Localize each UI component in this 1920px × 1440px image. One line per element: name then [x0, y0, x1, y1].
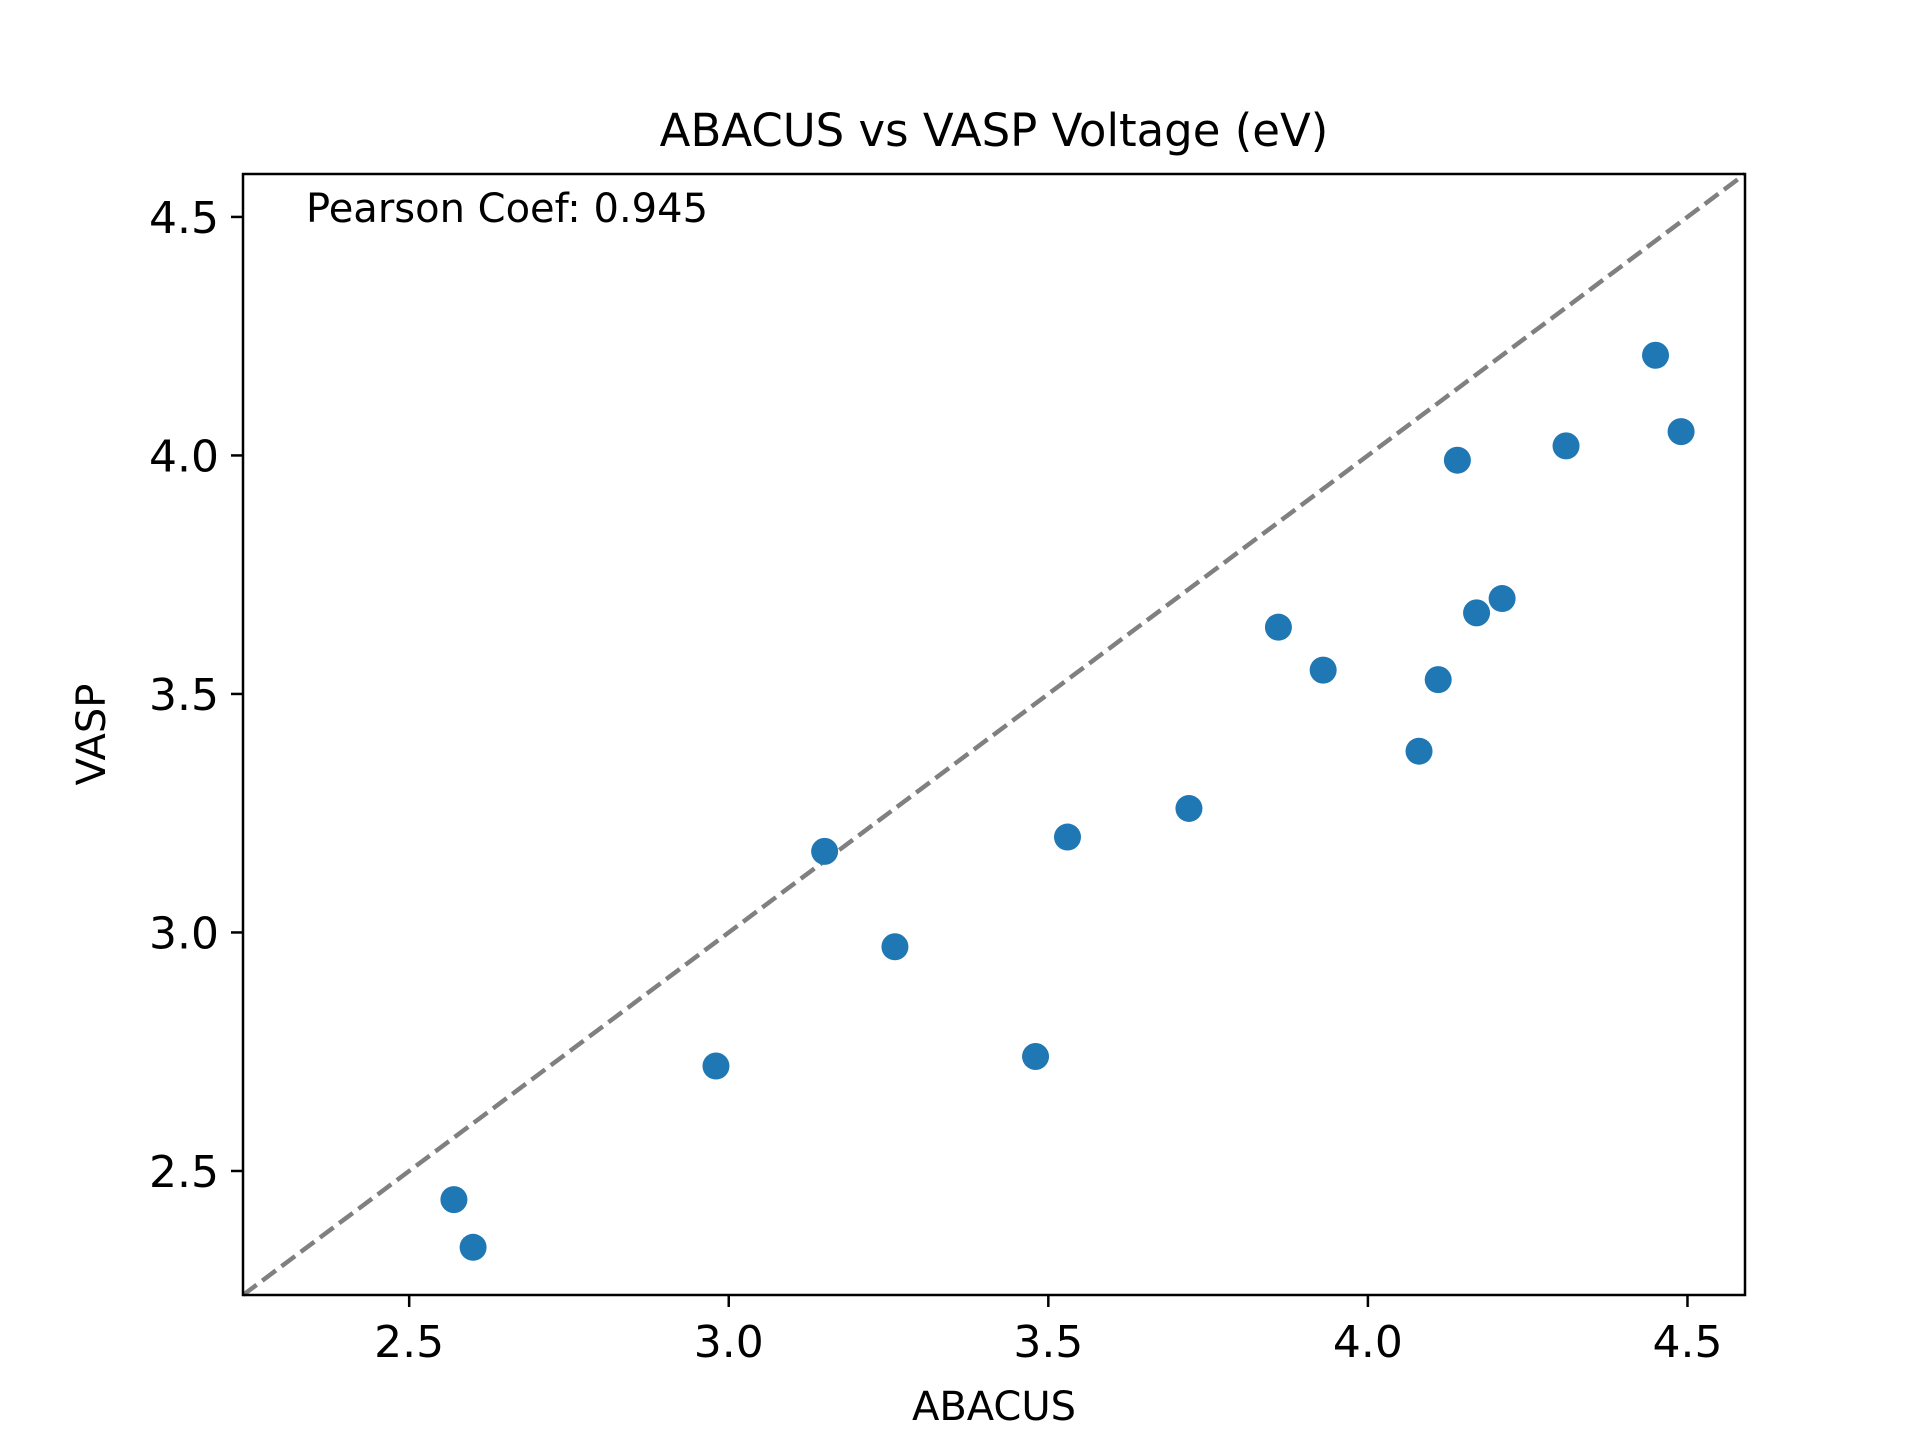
scatter-point [1054, 823, 1082, 851]
plot-frame [241, 172, 1747, 1297]
scatter-point [1264, 613, 1292, 641]
y-tick-label: 4.5 [149, 193, 219, 244]
scatter-point [459, 1233, 487, 1261]
scatter-point [1175, 794, 1203, 822]
scatter-point [881, 933, 909, 961]
x-tick-label: 3.5 [1013, 1317, 1083, 1368]
axis-ticks: 2.5 3.0 3.5 4.0 4.5 2.5 3.0 3.5 4.0 4.5 [149, 193, 1722, 1368]
pearson-annotation: Pearson Coef: 0.945 [306, 186, 708, 232]
scatter-point [1642, 341, 1670, 369]
y-axis-label: VASP [69, 684, 115, 786]
reference-line [241, 172, 1747, 1297]
scatter-point [1463, 599, 1491, 627]
x-tick-label: 3.0 [694, 1317, 764, 1368]
scatter-point [1424, 666, 1452, 694]
y-tick-label: 3.5 [149, 670, 219, 721]
scatter-point [702, 1052, 730, 1080]
y-tick-label: 4.0 [149, 431, 219, 482]
scatter-point [1667, 418, 1695, 446]
scatter-point [1022, 1042, 1050, 1070]
scatter-point [1443, 446, 1471, 474]
scatter-point [1405, 737, 1433, 765]
scatter-point [440, 1186, 468, 1214]
y-tick-label: 3.0 [149, 908, 219, 959]
scatter-point [1309, 656, 1337, 684]
scatter-point [811, 837, 839, 865]
chart-title: ABACUS vs VASP Voltage (eV) [660, 104, 1329, 157]
scatter-point [1552, 432, 1580, 460]
y-tick-label: 2.5 [149, 1147, 219, 1198]
plot-area [241, 172, 1747, 1297]
x-tick-label: 4.5 [1652, 1317, 1722, 1368]
x-tick-label: 4.0 [1333, 1317, 1403, 1368]
x-axis-label: ABACUS [912, 1384, 1076, 1430]
scatter-point [1488, 585, 1516, 613]
x-tick-label: 2.5 [374, 1317, 444, 1368]
